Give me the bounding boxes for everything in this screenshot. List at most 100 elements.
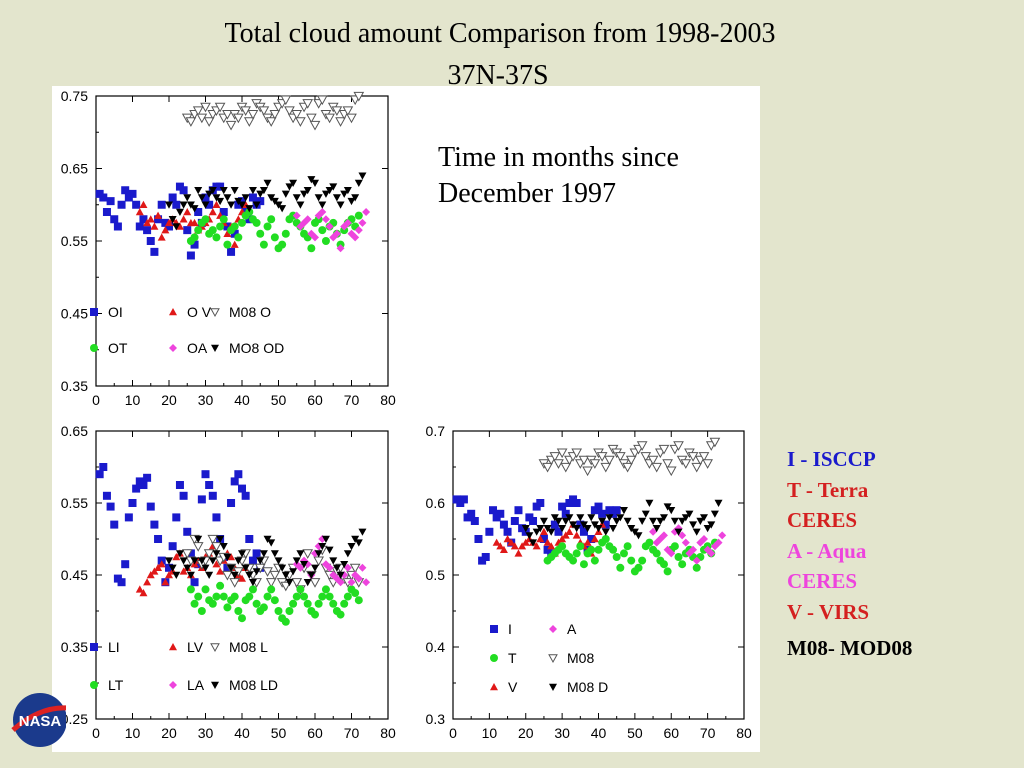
data-point: [146, 215, 155, 223]
x-tick-label: 50: [271, 725, 287, 741]
legend-marker: [90, 344, 98, 352]
data-point: [139, 215, 148, 224]
data-point: [590, 556, 599, 565]
data-point: [658, 444, 670, 455]
data-point: [183, 194, 192, 202]
legend-marker: [211, 344, 219, 352]
data-point: [143, 473, 152, 482]
data-point: [309, 120, 321, 131]
data-point: [638, 556, 647, 565]
data-point: [212, 592, 221, 601]
legend-label: M08 L: [229, 639, 268, 655]
data-point: [295, 117, 306, 127]
data-point: [208, 208, 217, 216]
data-point: [234, 557, 243, 565]
data-point: [128, 499, 137, 507]
data-point: [556, 448, 568, 459]
data-point: [303, 579, 312, 587]
data-point: [181, 549, 193, 559]
data-point: [192, 542, 204, 552]
data-point: [241, 194, 250, 202]
data-point: [572, 499, 581, 507]
legend-marker: [210, 643, 220, 653]
data-point: [485, 527, 494, 536]
data-point: [553, 459, 564, 469]
data-point: [561, 517, 570, 525]
data-point: [230, 477, 239, 486]
data-point: [503, 527, 512, 536]
data-point: [303, 187, 312, 195]
data-point: [269, 570, 281, 581]
data-point: [225, 120, 237, 131]
y-tick-label: 0.4: [426, 639, 446, 655]
chart-legend: I A T M08 V M08 D: [490, 621, 608, 695]
data-point: [175, 550, 184, 558]
data-point: [659, 560, 668, 569]
data-point: [670, 542, 679, 551]
data-point: [292, 592, 301, 601]
series-D: [521, 499, 723, 547]
data-point: [321, 190, 330, 198]
data-point: [572, 549, 581, 558]
chart-legend: OI O V M08 O OT OA MO8 OD: [90, 304, 284, 356]
data-point: [709, 437, 721, 448]
data-point: [168, 564, 177, 572]
data-point: [245, 535, 254, 543]
data-point: [186, 201, 195, 209]
data-point: [175, 222, 184, 230]
plot-frame: [452, 430, 745, 720]
data-point: [576, 514, 585, 522]
series-I: [452, 495, 621, 565]
data-point: [336, 610, 345, 619]
data-point: [194, 226, 203, 235]
data-point: [324, 113, 335, 124]
data-point: [284, 106, 295, 117]
data-point: [185, 117, 197, 127]
data-point: [358, 528, 367, 536]
data-point: [179, 557, 188, 565]
data-point: [274, 201, 283, 209]
data-point: [565, 514, 574, 522]
data-point: [241, 564, 250, 572]
data-point: [587, 535, 596, 543]
legend-label: LA: [187, 677, 205, 693]
data-point: [594, 545, 603, 554]
data-point: [714, 499, 723, 507]
data-point: [223, 222, 232, 231]
data-point: [623, 517, 632, 525]
source-legend-item: I - ISCCP: [787, 447, 876, 471]
data-point: [186, 549, 195, 558]
data-point: [165, 563, 173, 572]
data-point: [269, 110, 281, 120]
data-point: [143, 218, 152, 227]
y-tick-label: 0.3: [426, 711, 446, 727]
data-point: [222, 110, 233, 120]
plot-area: 0 10 20 30 40 50 60 70 80 0.35 0.45 0.55 0.65 0.75 OI O…: [52, 86, 760, 752]
legend-marker: [169, 344, 177, 352]
data-point: [227, 201, 236, 209]
data-point: [219, 543, 228, 551]
data-point: [710, 510, 719, 518]
data-point: [262, 567, 273, 577]
data-point: [691, 462, 703, 473]
x-tick-label: 80: [736, 725, 752, 741]
data-point: [110, 520, 119, 529]
data-point: [651, 462, 663, 473]
data-point: [211, 542, 222, 552]
data-point: [589, 459, 601, 469]
data-point: [681, 514, 690, 522]
data-point: [240, 106, 251, 117]
data-point: [349, 563, 361, 574]
data-point: [245, 592, 254, 601]
data-point: [578, 455, 590, 466]
data-point: [321, 535, 330, 543]
x-tick-label: 0: [449, 725, 457, 741]
data-point: [696, 538, 705, 547]
data-point: [289, 599, 298, 608]
data-point: [190, 218, 199, 227]
data-point: [285, 183, 294, 191]
data-point: [270, 550, 279, 558]
data-point: [263, 222, 272, 231]
data-point: [354, 226, 363, 235]
